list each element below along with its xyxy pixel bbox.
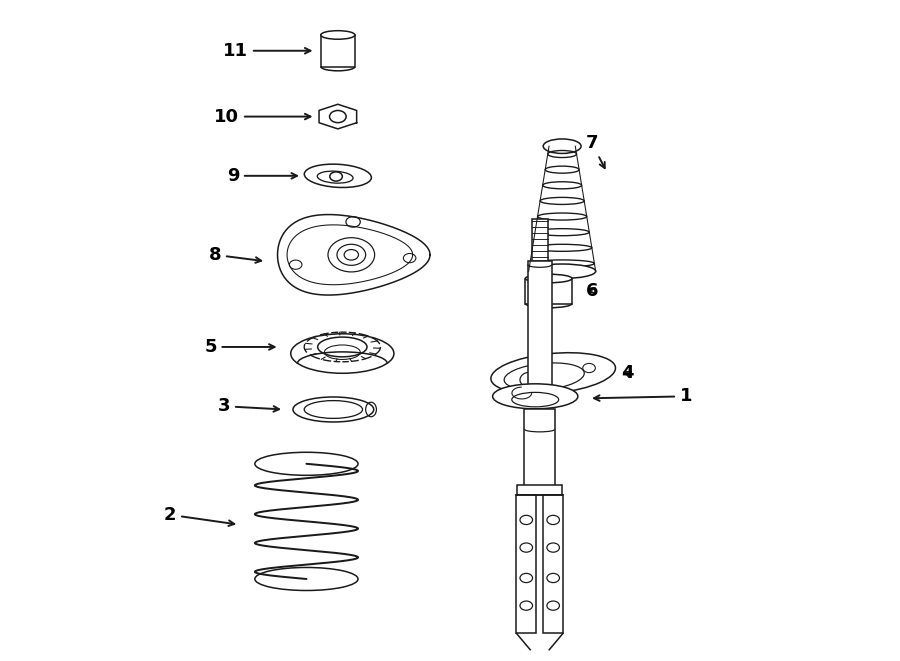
Ellipse shape [528,264,596,278]
Bar [320,35,355,67]
Ellipse shape [492,384,578,408]
Text: 11: 11 [223,42,310,59]
Bar [532,219,548,261]
Bar [517,495,536,633]
Circle shape [547,543,560,552]
Circle shape [547,516,560,525]
Ellipse shape [255,452,358,475]
Circle shape [520,516,533,525]
Bar [518,485,562,495]
Text: 9: 9 [227,167,297,185]
Text: 4: 4 [621,364,634,382]
Circle shape [520,543,533,552]
Text: 8: 8 [209,246,261,264]
Text: 2: 2 [164,506,234,526]
Text: 3: 3 [218,397,279,415]
Text: 1: 1 [594,387,692,405]
Ellipse shape [544,139,581,153]
Bar [544,495,563,633]
Ellipse shape [526,274,572,283]
Bar [526,278,572,303]
Ellipse shape [320,30,355,39]
Text: 5: 5 [204,338,274,356]
Circle shape [547,573,560,582]
Bar [525,409,555,488]
Bar [527,261,552,390]
Circle shape [520,573,533,582]
Circle shape [547,601,560,610]
Text: 6: 6 [586,282,598,300]
Circle shape [520,601,533,610]
Ellipse shape [255,567,358,590]
Text: 10: 10 [214,108,310,126]
Text: 7: 7 [586,134,605,168]
